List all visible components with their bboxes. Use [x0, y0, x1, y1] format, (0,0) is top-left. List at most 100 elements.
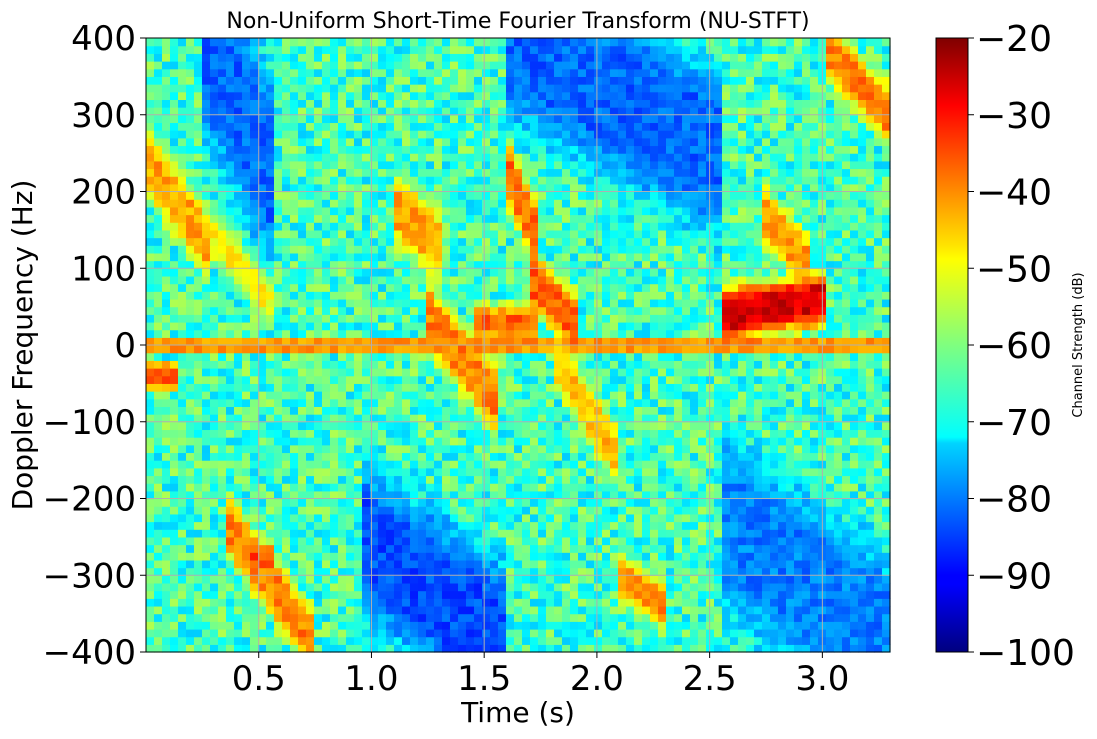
heatmap-cell [202, 644, 211, 653]
heatmap-cell [330, 329, 339, 338]
heatmap-cell [554, 329, 563, 338]
heatmap-cell [154, 414, 163, 423]
heatmap-cell [194, 483, 203, 492]
heatmap-cell [226, 383, 235, 392]
heatmap-cell [594, 536, 603, 546]
heatmap-cell [250, 483, 259, 492]
heatmap-cell [618, 176, 627, 185]
heatmap-cell [514, 237, 523, 246]
heatmap-cell [474, 145, 483, 154]
heatmap-cell [410, 398, 419, 407]
heatmap-cell [250, 329, 259, 338]
heatmap-cell [522, 291, 531, 300]
heatmap-cell [314, 368, 323, 377]
heatmap-cell [426, 168, 435, 177]
heatmap-cell [258, 183, 267, 193]
heatmap-cell [570, 360, 579, 369]
heatmap-cell [274, 84, 283, 93]
heatmap-cell [290, 421, 299, 431]
heatmap-cell [410, 383, 419, 392]
heatmap-cell [466, 513, 475, 523]
heatmap-cell [490, 45, 499, 54]
heatmap-cell [362, 613, 371, 622]
heatmap-cell [410, 237, 419, 246]
heatmap-cell [482, 360, 491, 369]
heatmap-cell [218, 467, 227, 477]
heatmap-cell [234, 490, 243, 500]
heatmap-cell [378, 552, 387, 561]
heatmap-cell [522, 521, 531, 530]
heatmap-cell [346, 122, 355, 131]
heatmap-cell [594, 38, 603, 47]
heatmap-cell [194, 644, 203, 653]
heatmap-cell [570, 260, 579, 269]
heatmap-cell [626, 444, 635, 454]
heatmap-cell [490, 237, 499, 246]
heatmap-cell [146, 268, 155, 277]
heatmap-cell [154, 298, 163, 308]
heatmap-cell [210, 490, 219, 500]
heatmap-cell [514, 406, 523, 415]
heatmap-cell [418, 398, 427, 407]
heatmap-cell [346, 567, 355, 576]
heatmap-cell [378, 91, 387, 100]
heatmap-cell [418, 444, 427, 454]
heatmap-cell [554, 506, 563, 515]
heatmap-cell [394, 329, 403, 338]
heatmap-cell [290, 383, 299, 392]
heatmap-cell [346, 598, 355, 607]
heatmap-cell [306, 590, 315, 599]
heatmap-cell [274, 222, 283, 231]
heatmap-cell [178, 475, 187, 484]
heatmap-cell [210, 590, 219, 599]
heatmap-cell [450, 475, 459, 484]
heatmap-cell [618, 183, 627, 193]
heatmap-cell [186, 76, 195, 85]
heatmap-cell [618, 360, 627, 369]
heatmap-cell [586, 598, 595, 607]
heatmap-cell [634, 513, 643, 523]
heatmap-cell [202, 398, 211, 407]
heatmap-cell [178, 513, 187, 523]
heatmap-cell [306, 467, 315, 477]
heatmap-cell [586, 314, 595, 323]
heatmap-cell [170, 291, 179, 300]
heatmap-cell [386, 76, 395, 85]
heatmap-cell [338, 406, 347, 415]
heatmap-cell [330, 544, 339, 553]
heatmap-cell [322, 345, 331, 354]
heatmap-cell [466, 613, 475, 622]
heatmap-cell [218, 122, 227, 131]
heatmap-cell [466, 529, 475, 538]
heatmap-cell [578, 475, 587, 484]
heatmap-cell [394, 76, 403, 85]
heatmap-cell [314, 245, 323, 254]
heatmap-cell [218, 559, 227, 569]
heatmap-cell [554, 360, 563, 369]
heatmap-cell [266, 114, 275, 124]
heatmap-cell [266, 76, 275, 85]
heatmap-cell [274, 283, 283, 292]
heatmap-cell [306, 168, 315, 177]
heatmap-cell [170, 329, 179, 338]
heatmap-cell [458, 114, 467, 124]
heatmap-cell [530, 237, 539, 246]
heatmap-cell [426, 383, 435, 392]
heatmap-cell [514, 368, 523, 377]
heatmap-cell [626, 644, 635, 653]
heatmap-cell [234, 137, 243, 147]
heatmap-cell [458, 91, 467, 100]
heatmap-cell [210, 536, 219, 546]
heatmap-cell [330, 613, 339, 622]
heatmap-cell [442, 483, 451, 492]
heatmap-cell [618, 337, 627, 346]
heatmap-cell [322, 636, 331, 645]
heatmap-cell [354, 229, 363, 239]
heatmap-cell [194, 529, 203, 538]
heatmap-cell [570, 107, 579, 116]
heatmap-cell [170, 398, 179, 407]
heatmap-cell [426, 406, 435, 415]
heatmap-cell [186, 229, 195, 239]
heatmap-cell [242, 68, 251, 77]
heatmap-cell [234, 352, 243, 361]
